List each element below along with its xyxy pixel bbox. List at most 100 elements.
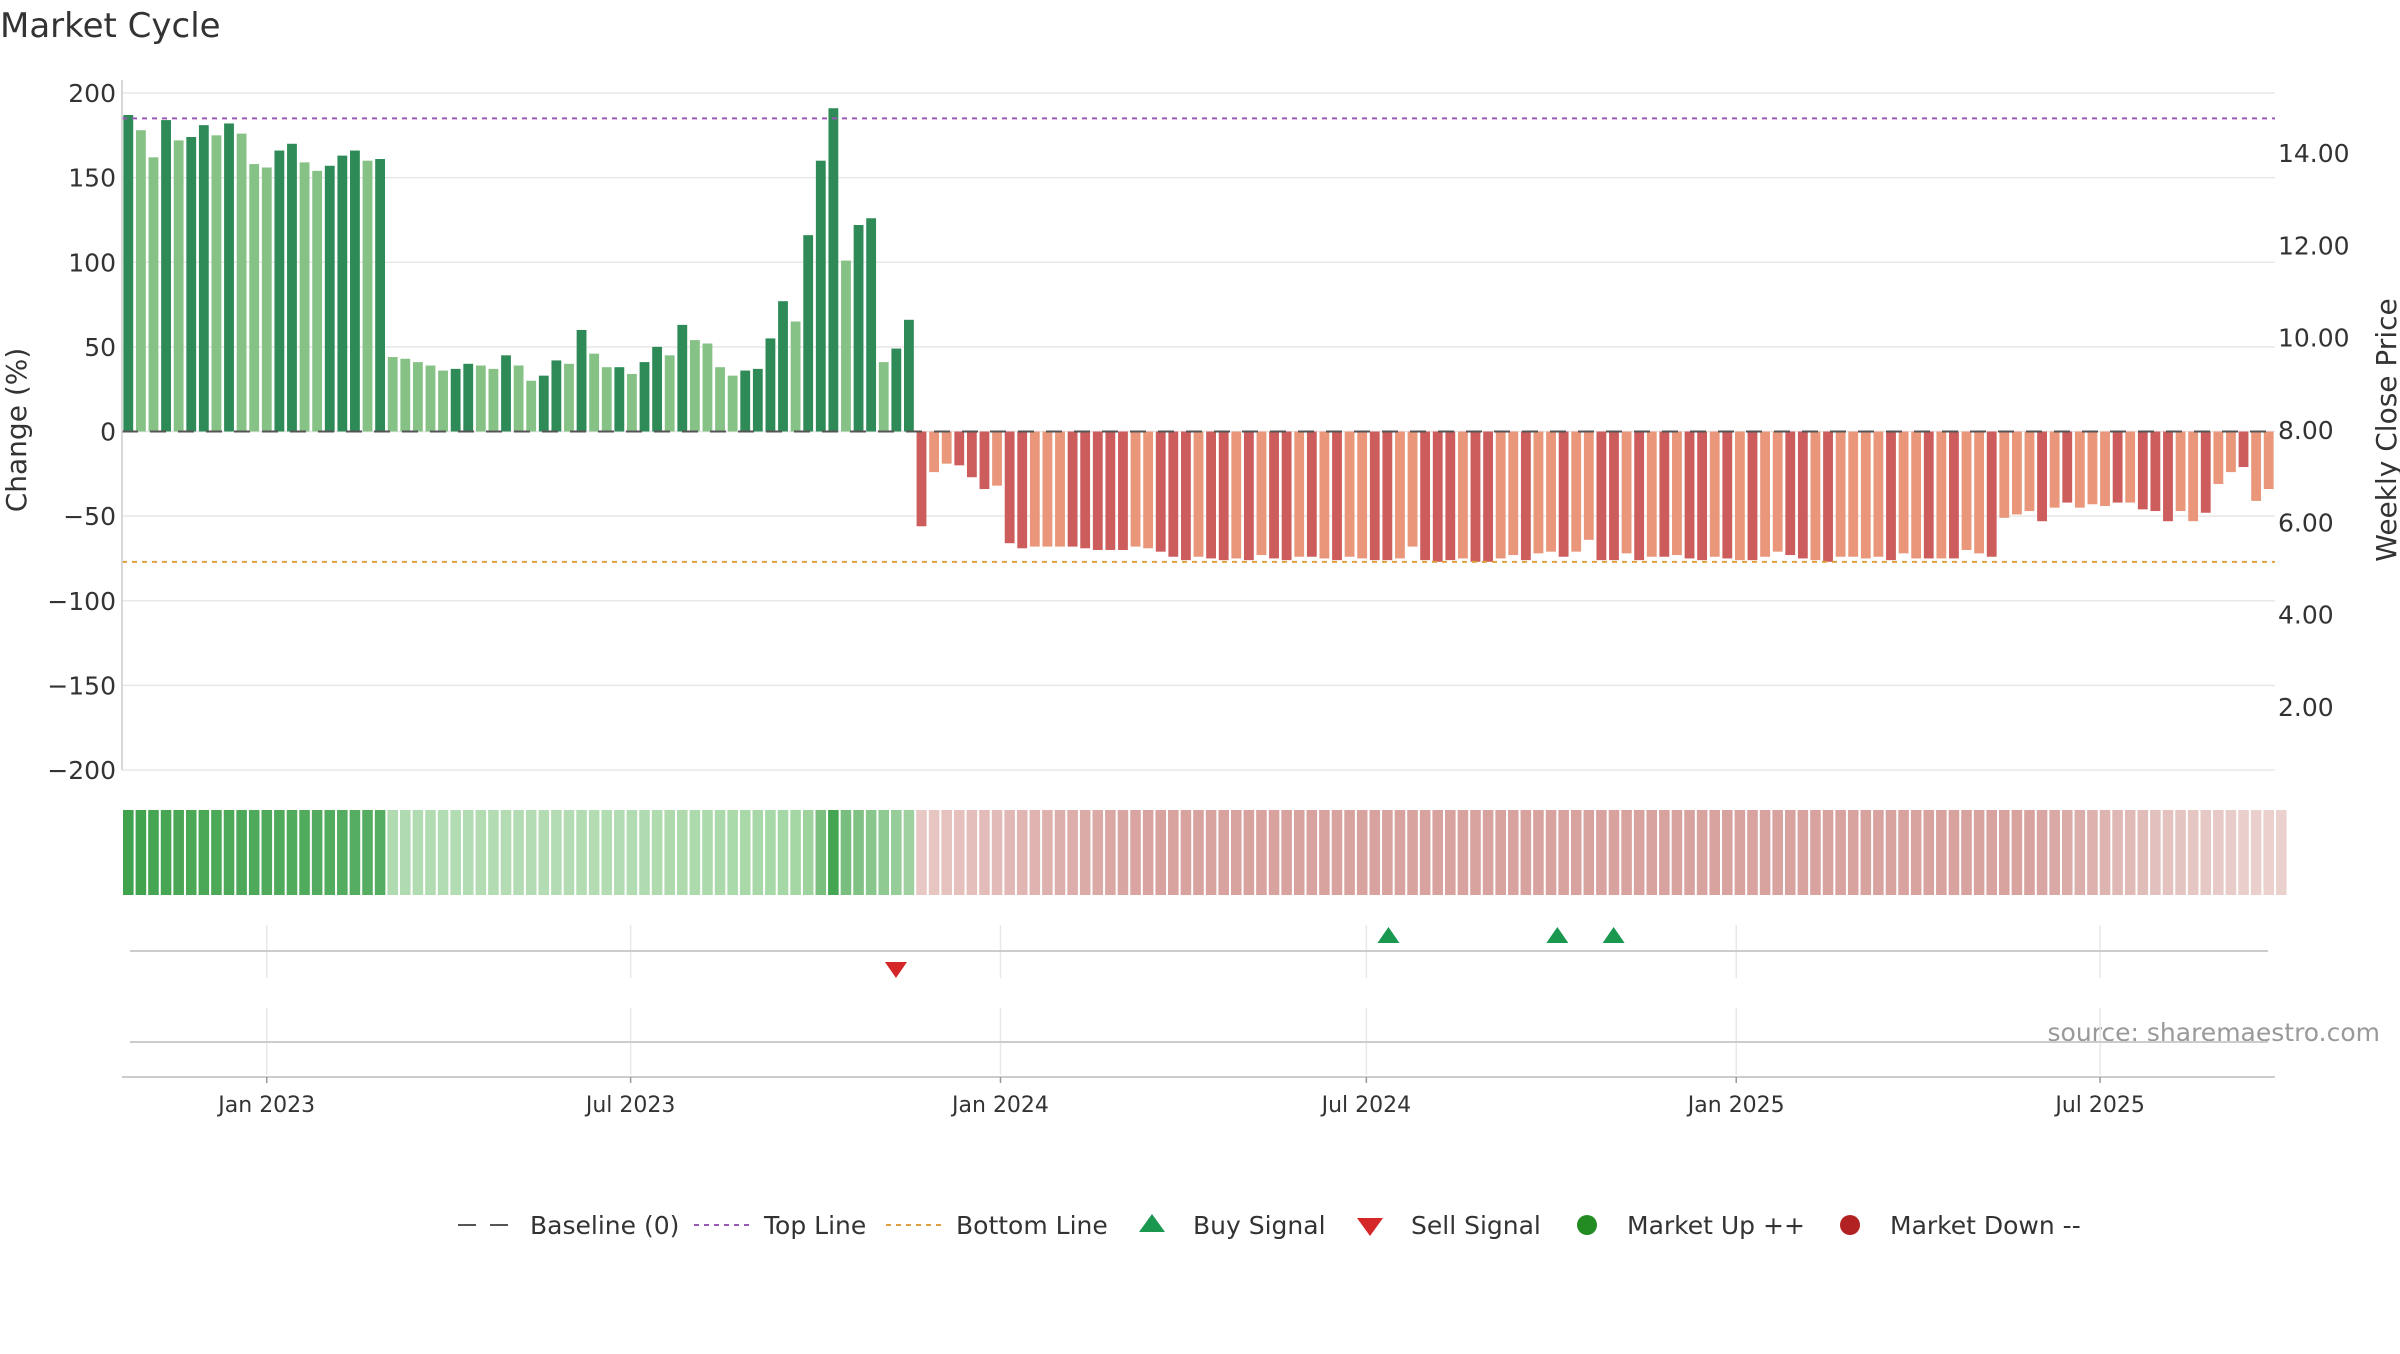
bar [148, 157, 159, 432]
bar [614, 367, 625, 432]
bar [2163, 431, 2173, 522]
bar [198, 125, 209, 432]
bar [1067, 431, 1078, 547]
strip-cell [941, 810, 952, 895]
strip-cell [324, 810, 336, 895]
bar [929, 431, 940, 473]
bar [1407, 431, 1418, 547]
bar [1432, 431, 1443, 562]
bar [1470, 431, 1481, 562]
bar [1319, 431, 1330, 559]
bar [1306, 431, 1317, 557]
strip-cell [1155, 810, 1167, 895]
strip-cell [1394, 810, 1406, 895]
bar [412, 362, 423, 432]
strip-cell [1646, 810, 1658, 895]
strip-cell [1407, 810, 1418, 895]
strip-cell [1168, 810, 1179, 895]
strip-cell [1470, 810, 1481, 895]
strip-cell [953, 810, 965, 895]
strip-cell [702, 810, 713, 895]
bar [2125, 431, 2136, 503]
buy-signal-marker [1602, 927, 1625, 943]
strip-cell [891, 810, 902, 895]
strip-cell [1419, 810, 1431, 895]
bar [1672, 431, 1682, 556]
legend-label: Baseline (0) [530, 1211, 679, 1240]
bar [1395, 431, 1405, 559]
strip-cell [1067, 810, 1078, 895]
strip-cell [865, 810, 877, 895]
bar [727, 375, 738, 432]
strip-cell [1961, 810, 1972, 895]
y-right-tick-label: 4.00 [2278, 601, 2334, 630]
strip-cell [1092, 810, 1104, 895]
strip-cell [1633, 810, 1645, 895]
bar [1445, 431, 1456, 561]
bar [1294, 431, 1305, 557]
y-left-tick-label: 0 [100, 418, 116, 447]
bar [1269, 431, 1279, 559]
strip-cell [450, 810, 461, 895]
bar [765, 338, 776, 432]
strip-cell [1671, 810, 1683, 895]
strip-cell [928, 810, 940, 895]
strip-cell [2011, 810, 2023, 895]
y-right-axis-label: Weekly Close Price [2370, 298, 2400, 561]
strip-cell [1117, 810, 1129, 895]
strip-cell [878, 810, 890, 895]
strip-cell [689, 810, 701, 895]
strip-cell [387, 810, 398, 895]
strip-cell [1533, 810, 1544, 895]
bar [249, 164, 260, 432]
bar [1848, 431, 1859, 557]
bar [1357, 431, 1368, 559]
strip-cell [2099, 810, 2111, 895]
bar [1193, 431, 1204, 557]
bar [236, 133, 247, 432]
strip-cell [1910, 810, 1922, 895]
bar [1986, 431, 1997, 557]
bar [1042, 431, 1053, 547]
strip-cell [2187, 810, 2199, 895]
strip-cell [916, 810, 927, 895]
bar [589, 353, 600, 432]
strip-cell [1230, 810, 1242, 895]
strip-cell [664, 810, 675, 895]
strip-cell [1898, 810, 1909, 895]
y-right-tick-label: 10.00 [2278, 324, 2350, 353]
strip-cell [626, 810, 638, 895]
strip-cell [437, 810, 449, 895]
strip-cell [513, 810, 524, 895]
strip-cell [1205, 810, 1217, 895]
bar [2024, 431, 2035, 512]
strip-cell [1835, 810, 1846, 895]
strip-cell [1684, 810, 1695, 895]
y-right-tick-label: 2.00 [2278, 693, 2334, 722]
bar [1609, 431, 1619, 561]
bar [1571, 431, 1582, 552]
bar [2226, 431, 2236, 473]
bar [1583, 431, 1594, 540]
bar [639, 362, 650, 432]
strip-cell [1016, 810, 1028, 895]
bar [2137, 431, 2148, 510]
bar [475, 365, 486, 432]
legend-label: Top Line [763, 1211, 866, 1240]
strip-cell [311, 810, 323, 895]
bar [1911, 431, 1922, 559]
strip-cell [1810, 810, 1821, 895]
bar [463, 363, 474, 432]
strip-cell [349, 810, 361, 895]
bar [1457, 431, 1468, 559]
strip-cell [2238, 810, 2249, 895]
strip-cell [1319, 810, 1330, 895]
bar [1659, 431, 1670, 557]
strip-cell [1356, 810, 1368, 895]
strip-cell [2087, 810, 2098, 895]
strip-cell [223, 810, 235, 895]
strip-cell [2036, 810, 2048, 895]
strip-cell [739, 810, 751, 895]
y-left-tick-label: 200 [68, 79, 116, 108]
strip-cell [765, 810, 776, 895]
